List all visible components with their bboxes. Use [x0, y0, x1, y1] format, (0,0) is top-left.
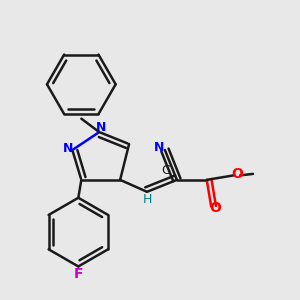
Text: N: N	[95, 121, 106, 134]
Text: O: O	[209, 201, 221, 215]
Text: N: N	[154, 140, 164, 154]
Text: C: C	[161, 164, 170, 177]
Text: H: H	[143, 193, 152, 206]
Text: O: O	[231, 167, 243, 181]
Text: F: F	[74, 267, 83, 281]
Text: N: N	[63, 142, 73, 155]
